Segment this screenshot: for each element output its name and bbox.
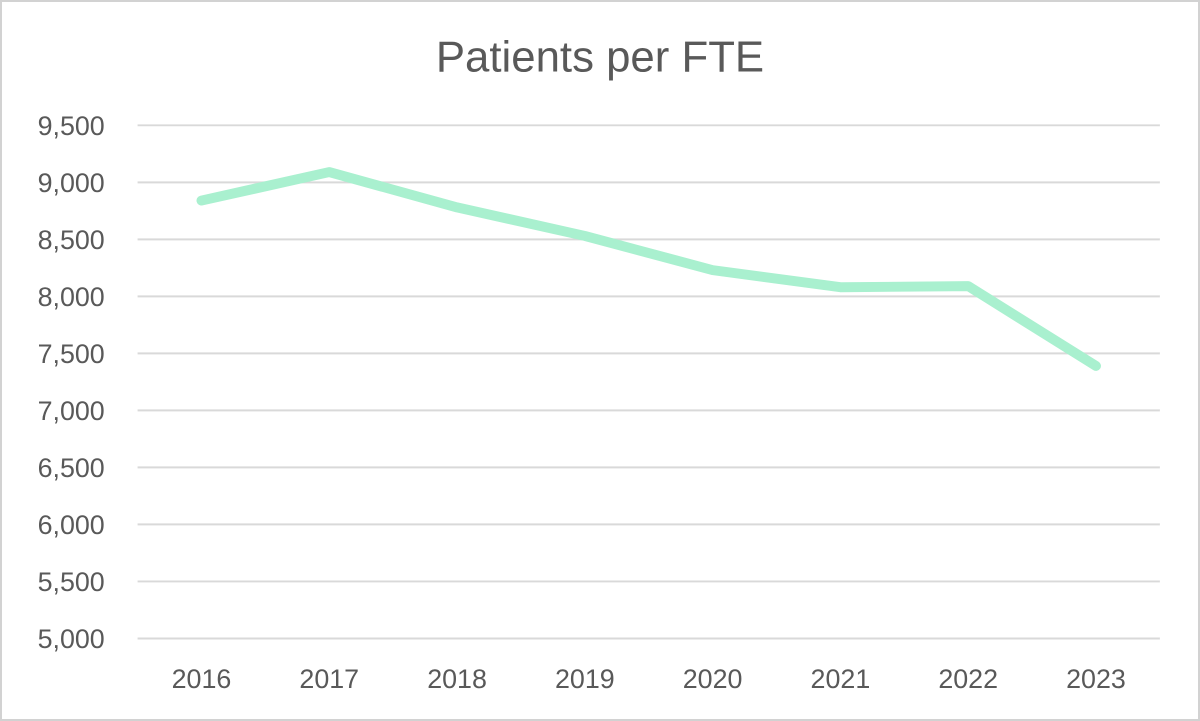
y-tick-label: 6,500	[38, 453, 105, 483]
chart-title: Patients per FTE	[436, 33, 764, 82]
x-tick-label: 2023	[1066, 664, 1126, 694]
y-tick-label: 9,500	[38, 111, 105, 141]
y-tick-label: 8,000	[38, 282, 105, 312]
gridlines	[137, 124, 1160, 640]
x-tick-label: 2018	[427, 664, 487, 694]
x-tick-label: 2019	[555, 664, 615, 694]
x-tick-label: 2017	[299, 664, 359, 694]
y-tick-label: 7,000	[38, 396, 105, 426]
y-axis-tick-labels: 5,000 5,500 6,000 6,500 7,000 7,500 8,000 8,500…	[38, 111, 105, 654]
y-tick-label: 9,000	[38, 168, 105, 198]
x-tick-label: 2021	[811, 664, 871, 694]
y-tick-label: 5,500	[38, 567, 105, 597]
y-tick-label: 5,000	[38, 624, 105, 654]
x-tick-label: 2020	[683, 664, 743, 694]
x-tick-label: 2022	[938, 664, 998, 694]
x-axis-tick-labels: 2016 2017 2018 2019 2020 2021 2022 2023	[172, 664, 1126, 694]
y-tick-label: 8,500	[38, 225, 105, 255]
x-tick-label: 2016	[172, 664, 232, 694]
series-line-patients-per-fte	[196, 167, 1101, 371]
y-tick-label: 6,000	[38, 510, 105, 540]
y-tick-label: 7,500	[38, 339, 105, 369]
